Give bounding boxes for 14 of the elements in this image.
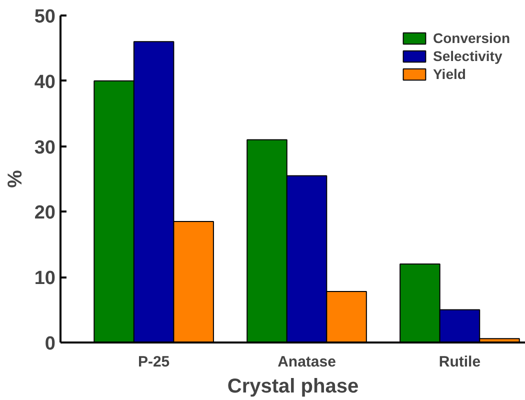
legend-label: Conversion [432,30,510,46]
legend-label: Yield [432,66,466,82]
x-axis-title: Crystal phase [227,376,359,398]
y-tick-label: 0 [44,334,56,354]
y-tick-label: 30 [34,137,56,158]
y-tick-label: 20 [34,202,56,224]
x-tick-label: P-25 [138,354,170,370]
y-tick-label: 50 [34,6,56,28]
y-axis-title: % [4,170,26,188]
y-tick-label: 10 [34,268,56,290]
y-tick-label: 40 [34,72,56,93]
x-tick-label: Anatase [278,354,336,370]
x-tick-label: Rutile [438,354,481,370]
legend-label: Selectivity [432,48,502,64]
